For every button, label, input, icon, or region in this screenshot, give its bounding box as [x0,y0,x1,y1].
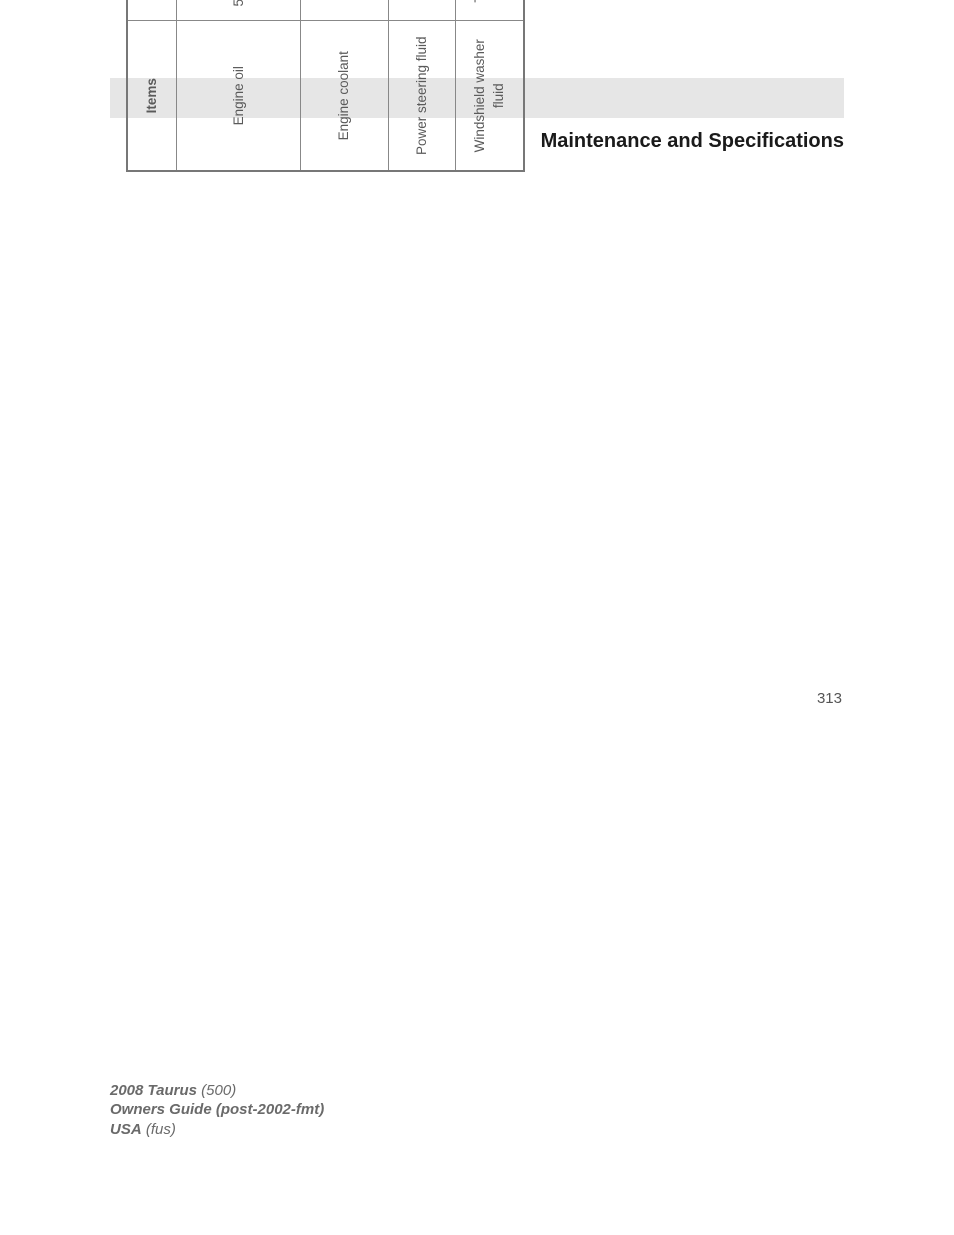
table-row: Engine oil 5.5 quarts (5.2L) Motorcraft … [177,0,301,171]
cell-capacity: 5.5 quarts (5.2L) [177,0,301,21]
cell-items: Windshield washer fluid [456,21,524,171]
footer-code: (500) [197,1082,236,1099]
header-items: Items [127,21,177,171]
header-capacity: Capacity [127,0,177,21]
footer: 2008 Taurus (500) Owners Guide (post-200… [110,1081,324,1140]
footer-guide: Owners Guide (post-2002-fmt) [110,1101,324,1118]
section-title: Maintenance and Specifications [541,130,844,153]
footer-line-3: USA (fus) [110,1120,324,1140]
spec-table: Items Capacity Ford Part Name or equival… [126,0,525,172]
footer-model: 2008 Taurus [110,1082,197,1099]
cell-items: Power steering fluid [388,21,456,171]
footer-line-1: 2008 Taurus (500) [110,1081,324,1101]
footer-region: USA [110,1121,142,1138]
spec-table-wrap: Items Capacity Ford Part Name or equival… [126,0,525,172]
page-number: 313 [817,690,842,707]
cell-capacity: 11.1 quarts (10.5L) [301,0,388,21]
cell-capacity: Top- off fluid as needed [456,0,524,21]
table-row: Windshield washer fluid Top- off fluid a… [456,0,524,171]
table-header-row: Items Capacity Ford Part Name or equival… [127,0,177,171]
footer-line-2: Owners Guide (post-2002-fmt) [110,1100,324,1120]
cell-items: Engine oil [177,21,301,171]
table-row: Engine coolant 11.1 quarts (10.5L) Motor… [301,0,388,171]
footer-fus: (fus) [142,1121,176,1138]
cell-capacity: Between MAX and MIN on reservoir [388,0,456,21]
table-row: Power steering fluid Between MAX and MIN… [388,0,456,171]
cell-items: Engine coolant [301,21,388,171]
